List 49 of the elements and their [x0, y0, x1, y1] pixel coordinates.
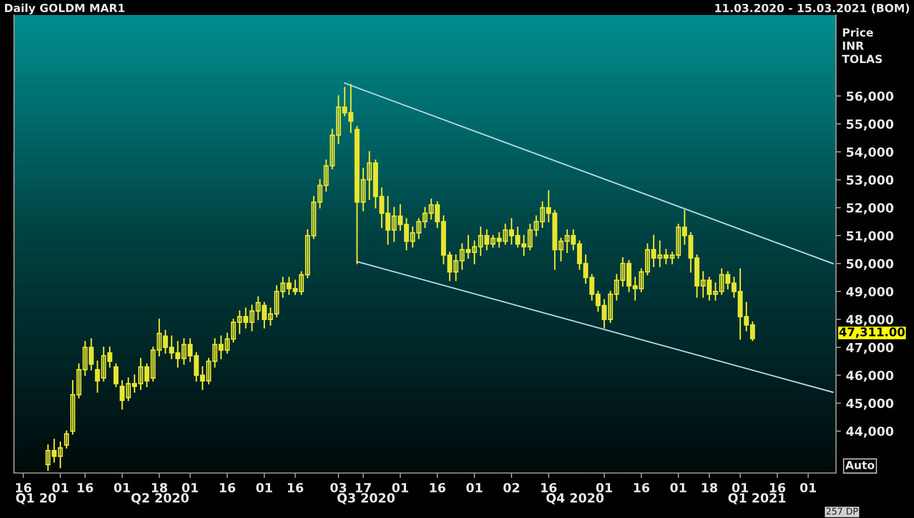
- x-tick-label: 01: [182, 482, 198, 492]
- x-tick-label: 01: [596, 482, 612, 492]
- y-tick-label: 52,000: [846, 203, 894, 214]
- x-tick-label: 17: [356, 483, 371, 492]
- chart-title: Daily GOLDM MAR1: [5, 4, 124, 14]
- x-tick-label: 16: [634, 482, 650, 492]
- y-tick-label: 50,000: [846, 259, 894, 270]
- y-tick-label: 49,000: [846, 286, 894, 298]
- y-tick-label: 47,000: [846, 342, 894, 354]
- y-tick-label: 45,000: [846, 398, 894, 410]
- y-tick-label: 44,000: [846, 426, 894, 438]
- x-tick-label: 16: [78, 482, 94, 492]
- x-tick-label: 01: [732, 482, 748, 492]
- x-tick-label: 01: [466, 482, 482, 492]
- text: Auto: [845, 460, 874, 470]
- x-tick-label: 01: [52, 482, 68, 492]
- text: Q1 20: [16, 493, 56, 504]
- y-tick-label: 56,000: [846, 91, 894, 103]
- x-tick-label: 16: [220, 482, 236, 492]
- text: Q3 2020: [337, 493, 395, 504]
- x-tick-label: 01: [670, 482, 686, 492]
- text: 257 DP: [826, 508, 858, 515]
- x-tick-label: 02: [503, 482, 520, 492]
- y-tick-label: 48,000: [846, 314, 894, 326]
- x-tick-label: 16: [16, 482, 32, 492]
- y-tick-label: 53,000: [846, 175, 894, 186]
- x-tick-label: 01: [114, 482, 130, 492]
- x-tick-label: 16: [770, 482, 786, 492]
- x-tick-label: 01: [256, 482, 272, 492]
- candlestick: [64, 430, 70, 449]
- candlestick: [114, 363, 118, 388]
- text: Q4 2020: [546, 493, 604, 504]
- y-tick-label: 55,000: [846, 119, 894, 130]
- y-tick-label: 51,000: [846, 231, 894, 242]
- text: Q2 2020: [131, 493, 189, 504]
- x-tick-label: 18: [702, 482, 718, 492]
- x-tick-label: 01: [800, 482, 816, 492]
- x-tick-label: 01: [392, 482, 408, 492]
- y-tick-label: 46,000: [846, 370, 894, 382]
- x-tick-label: 16: [541, 482, 557, 492]
- x-tick-label: 16: [288, 482, 304, 492]
- x-tick-label: 03: [330, 482, 346, 492]
- x-tick-label: 18: [152, 482, 168, 492]
- x-tick-label: 16: [430, 482, 446, 492]
- text: Q1 2021: [728, 493, 786, 504]
- chart-subtitle: 11.03.2020 - 15.03.2021 (BOM): [715, 4, 910, 14]
- y-axis-title: Price INR TOLAS: [842, 28, 882, 64]
- text: 47,311.00: [839, 327, 905, 338]
- y-tick-label: 54,000: [846, 147, 894, 158]
